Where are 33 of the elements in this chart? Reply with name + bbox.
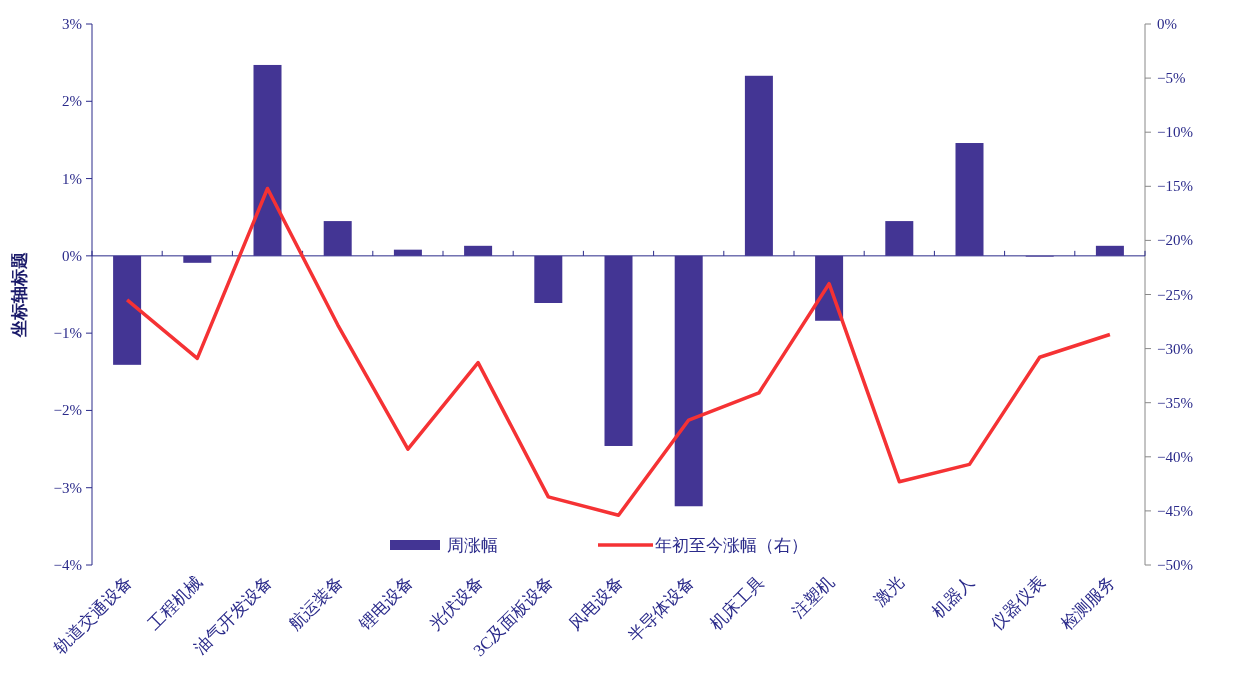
y-tick-label: −4% [53, 557, 82, 573]
x-tick-label: 锂电设备 [354, 572, 417, 635]
y-tick-label: −1% [53, 325, 82, 342]
y-tick-label: −2% [53, 402, 82, 419]
y-tick-label: −3% [53, 479, 82, 496]
y2-tick-label: −40% [1157, 448, 1193, 465]
y2-tick-label: −20% [1157, 232, 1193, 249]
legend-label: 周涨幅 [447, 536, 498, 555]
y2-tick-label: −5% [1157, 70, 1186, 87]
x-tick-label: 仪器仪表 [987, 572, 1049, 634]
y-tick-label: 2% [62, 93, 82, 110]
y-tick-label: 3% [62, 16, 82, 32]
x-tick-label: 注塑机 [788, 572, 838, 622]
y-tick-label: 0% [62, 247, 82, 264]
y2-tick-label: −50% [1157, 557, 1193, 573]
y2-tick-label: 0% [1157, 16, 1177, 32]
legend-label: 年初至今涨幅（右） [655, 536, 808, 555]
x-tick-label: 轨道交通设备 [50, 572, 136, 658]
y2-tick-label: −10% [1157, 124, 1193, 141]
y2-tick-label: −45% [1157, 502, 1193, 519]
x-tick-label: 航运装备 [285, 572, 347, 634]
x-tick-label: 工程机械 [144, 572, 207, 634]
y2-tick-label: −25% [1157, 286, 1193, 303]
y2-tick-label: −30% [1157, 340, 1193, 357]
y2-tick-label: −35% [1157, 394, 1193, 411]
x-tick-label: 机床工具 [706, 572, 768, 634]
x-tick-label: 激光 [870, 572, 909, 610]
x-tick-label: 检测服务 [1057, 572, 1119, 634]
x-tick-label: 光伏设备 [425, 572, 487, 634]
y-tick-label: 1% [62, 170, 82, 187]
y-axis-title: 坐标轴标题 [10, 252, 29, 338]
x-tick-label: 机器人 [928, 572, 979, 622]
y2-tick-label: −15% [1157, 178, 1193, 195]
